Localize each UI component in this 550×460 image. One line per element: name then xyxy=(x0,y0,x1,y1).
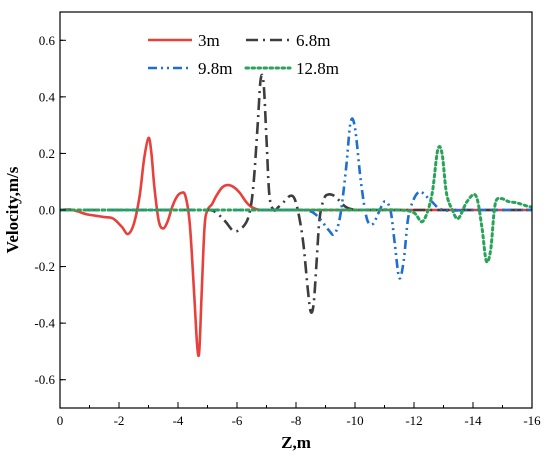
series-layer xyxy=(60,73,532,358)
y-tick-label: 0.6 xyxy=(39,33,56,48)
x-tick-label: 0 xyxy=(57,413,64,428)
y-tick-label: -0.6 xyxy=(34,372,55,387)
y-axis: -0.6 -0.4 -0.2 0.0 0.2 0.4 0.6 xyxy=(34,33,66,387)
y-tick-label: 0.4 xyxy=(39,89,56,104)
x-tick-label: -12 xyxy=(405,413,422,428)
legend: 3m 6.8m 9.8m 12.8m xyxy=(148,31,339,78)
y-tick-label: -0.4 xyxy=(34,316,55,331)
legend-label-6-8m: 6.8m xyxy=(296,31,330,50)
legend-label-12-8m: 12.8m xyxy=(296,59,339,78)
y-tick-label: 0.0 xyxy=(39,203,55,218)
series-line-12-8m xyxy=(60,145,532,264)
series-line-3m xyxy=(60,136,532,358)
x-axis-title: Z,m xyxy=(281,433,311,452)
x-tick-label: -10 xyxy=(346,413,363,428)
legend-label-3m: 3m xyxy=(198,31,220,50)
x-tick-label: -2 xyxy=(114,413,125,428)
legend-label-9-8m: 9.8m xyxy=(198,59,232,78)
x-tick-label: -8 xyxy=(291,413,302,428)
x-tick-label: -14 xyxy=(464,413,482,428)
x-tick-label: -16 xyxy=(523,413,541,428)
series-line-9-8m xyxy=(60,117,532,280)
series-line-6-8m xyxy=(60,73,532,314)
x-tick-label: -4 xyxy=(173,413,184,428)
y-axis-title: Velocity,m/s xyxy=(3,166,22,253)
y-tick-label: 0.2 xyxy=(39,146,55,161)
x-tick-label: -6 xyxy=(232,413,243,428)
y-tick-label: -0.2 xyxy=(34,259,55,274)
x-axis: 0 -2 -4 -6 -8 -10 -12 -14 -16 xyxy=(57,402,541,428)
